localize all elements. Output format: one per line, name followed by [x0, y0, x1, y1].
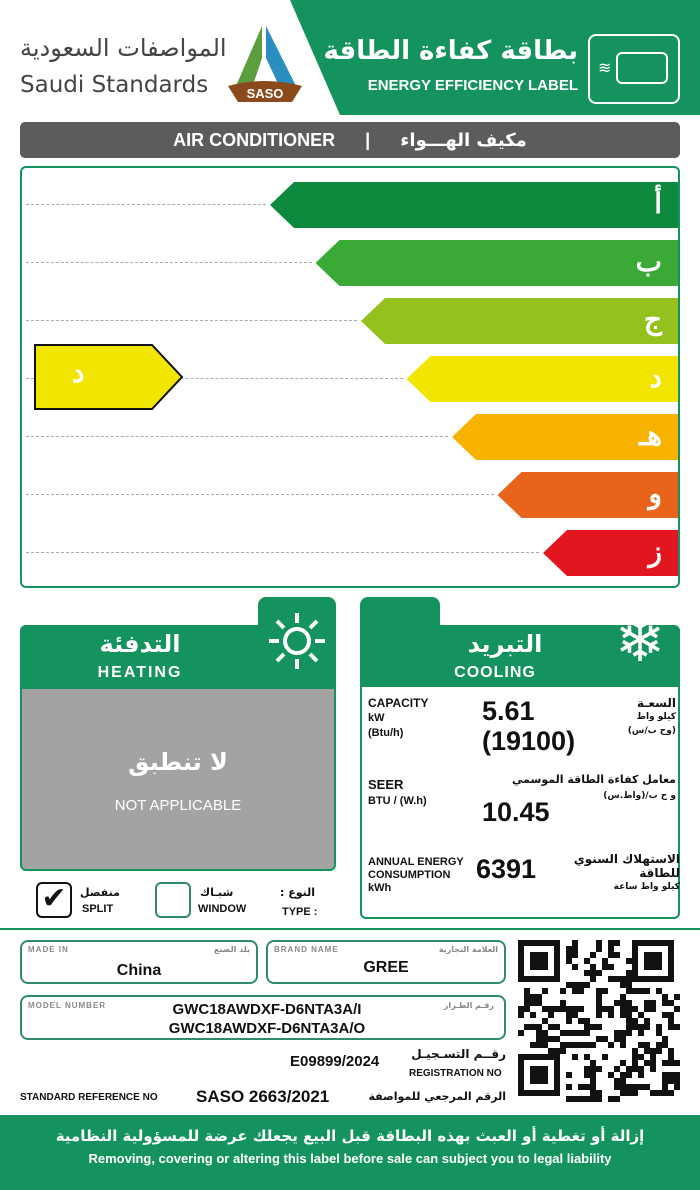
scale-row: هـ — [22, 414, 678, 460]
scale-row: أ — [22, 182, 678, 228]
annual-consumption-label: ANNUAL ENERGY CONSUMPTION kWh — [368, 856, 464, 894]
brand-field: BRAND NAME العلامة التجارية GREE — [266, 940, 506, 984]
annual-consumption-label-ar: الاستهلاك السنوي للطاقة كيلو واط ساعة — [573, 852, 680, 892]
guide-line — [26, 262, 312, 263]
product-ar: مكيف الهـــواء — [400, 129, 527, 151]
scale-row: ب — [22, 240, 678, 286]
label-title-en: ENERGY EFFICIENCY LABEL — [367, 77, 578, 94]
guide-line — [26, 320, 357, 321]
scale-row: و — [22, 472, 678, 518]
guide-line — [26, 204, 266, 205]
svg-text:SASO: SASO — [247, 86, 284, 101]
brand-value: GREE — [363, 959, 409, 976]
split-label-en: SPLIT — [82, 903, 114, 915]
class-arrow: هـ — [452, 414, 678, 460]
cooling-title-en: COOLING — [454, 664, 536, 681]
seer-value: 10.45 — [482, 797, 550, 827]
standard-label-en: STANDARD REFERENCE NO — [20, 1092, 158, 1103]
class-arrow: د — [406, 356, 678, 402]
warning-en: Removing, covering or altering this labe… — [88, 1151, 612, 1166]
standard-value: SASO 2663/2021 — [196, 1087, 330, 1106]
org-name-ar: المواصفات السعودية — [20, 34, 227, 62]
class-arrow: ب — [315, 240, 678, 286]
type-label-en: TYPE : — [282, 906, 318, 918]
efficiency-scale: أ ب ج د هـ و ز — [20, 166, 680, 588]
registration-label-en: REGISTRATION NO — [409, 1068, 502, 1079]
seer-label-ar: معامل كفاءة الطاقة الموسمي و ح ب/(واط.س) — [512, 773, 676, 801]
separator: | — [365, 129, 371, 150]
model-field: MODEL NUMBER رقـم الطـراز GWC18AWDXF-D6NT… — [20, 995, 506, 1040]
type-label-ar: النوع : — [280, 886, 316, 899]
air-conditioner-icon: ≋ — [588, 34, 680, 104]
saso-logo: SASO — [228, 26, 302, 102]
cooling-title-ar: التبريد — [467, 630, 543, 658]
guide-line — [26, 436, 448, 437]
class-arrow: ج — [361, 298, 678, 344]
guide-line — [26, 552, 539, 553]
capacity-label: CAPACITY kW (Btu/h) — [368, 696, 429, 739]
header-banner — [290, 0, 700, 115]
guide-line — [26, 494, 494, 495]
org-name-en: Saudi Standards — [20, 72, 209, 98]
qr-code[interactable] — [518, 940, 680, 1102]
standard-label-ar: الرقم المرجعي للمواصفة — [368, 1090, 507, 1103]
warning-ar: إزالة أو تغطية أو العبث بهذه البطاقة قبل… — [55, 1127, 645, 1145]
made-in-field: MADE IN بلد الصنع China — [20, 940, 258, 984]
class-arrow: أ — [270, 182, 678, 228]
guide-line — [26, 378, 403, 379]
capacity-label-ar: السعـة كيلو واط (وح ب/س) — [627, 696, 676, 736]
window-label-ar: شبـاك — [200, 886, 234, 899]
window-label-en: WINDOW — [198, 903, 247, 915]
scale-row: ج — [22, 298, 678, 344]
product-en: AIR CONDITIONER — [173, 129, 336, 150]
footer-warning: إزالة أو تغطية أو العبث بهذه البطاقة قبل… — [0, 1115, 700, 1190]
heating-title-ar: التدفئة — [99, 630, 181, 658]
rating-value: د — [72, 357, 85, 388]
not-applicable-ar: لا تنطبق — [128, 748, 228, 776]
seer-label: SEER BTU / (W.h) — [368, 777, 427, 807]
registration-value: E09899/2024 — [290, 1053, 380, 1070]
heating-title-en: HEATING — [97, 664, 183, 681]
window-checkbox[interactable] — [155, 882, 191, 918]
capacity-value: 5.61 (19100) — [482, 696, 576, 756]
snowflake-icon: ❄ — [614, 607, 666, 674]
class-arrow: ز — [543, 530, 678, 576]
annual-consumption-value: 6391 — [476, 854, 537, 884]
scale-row: د — [22, 356, 678, 402]
split-checkbox[interactable]: ✔ — [36, 882, 72, 918]
label-title-ar: بطاقة كفاءة الطاقة — [323, 36, 578, 66]
sun-icon — [258, 597, 336, 669]
rating-indicator: د — [34, 344, 184, 410]
made-in-value: China — [116, 962, 162, 979]
product-type-bar: AIR CONDITIONER | مكيف الهـــواء — [20, 122, 680, 158]
split-label-ar: منفصل — [80, 886, 120, 899]
registration-label-ar: رقــم التسـجيـل — [411, 1047, 506, 1061]
class-arrow: و — [497, 472, 678, 518]
not-applicable-en: NOT APPLICABLE — [114, 797, 242, 814]
model-value: GWC18AWDXF-D6NTA3A/I GWC18AWDXF-D6NTA3A/O — [168, 1001, 366, 1037]
scale-row: ز — [22, 530, 678, 576]
